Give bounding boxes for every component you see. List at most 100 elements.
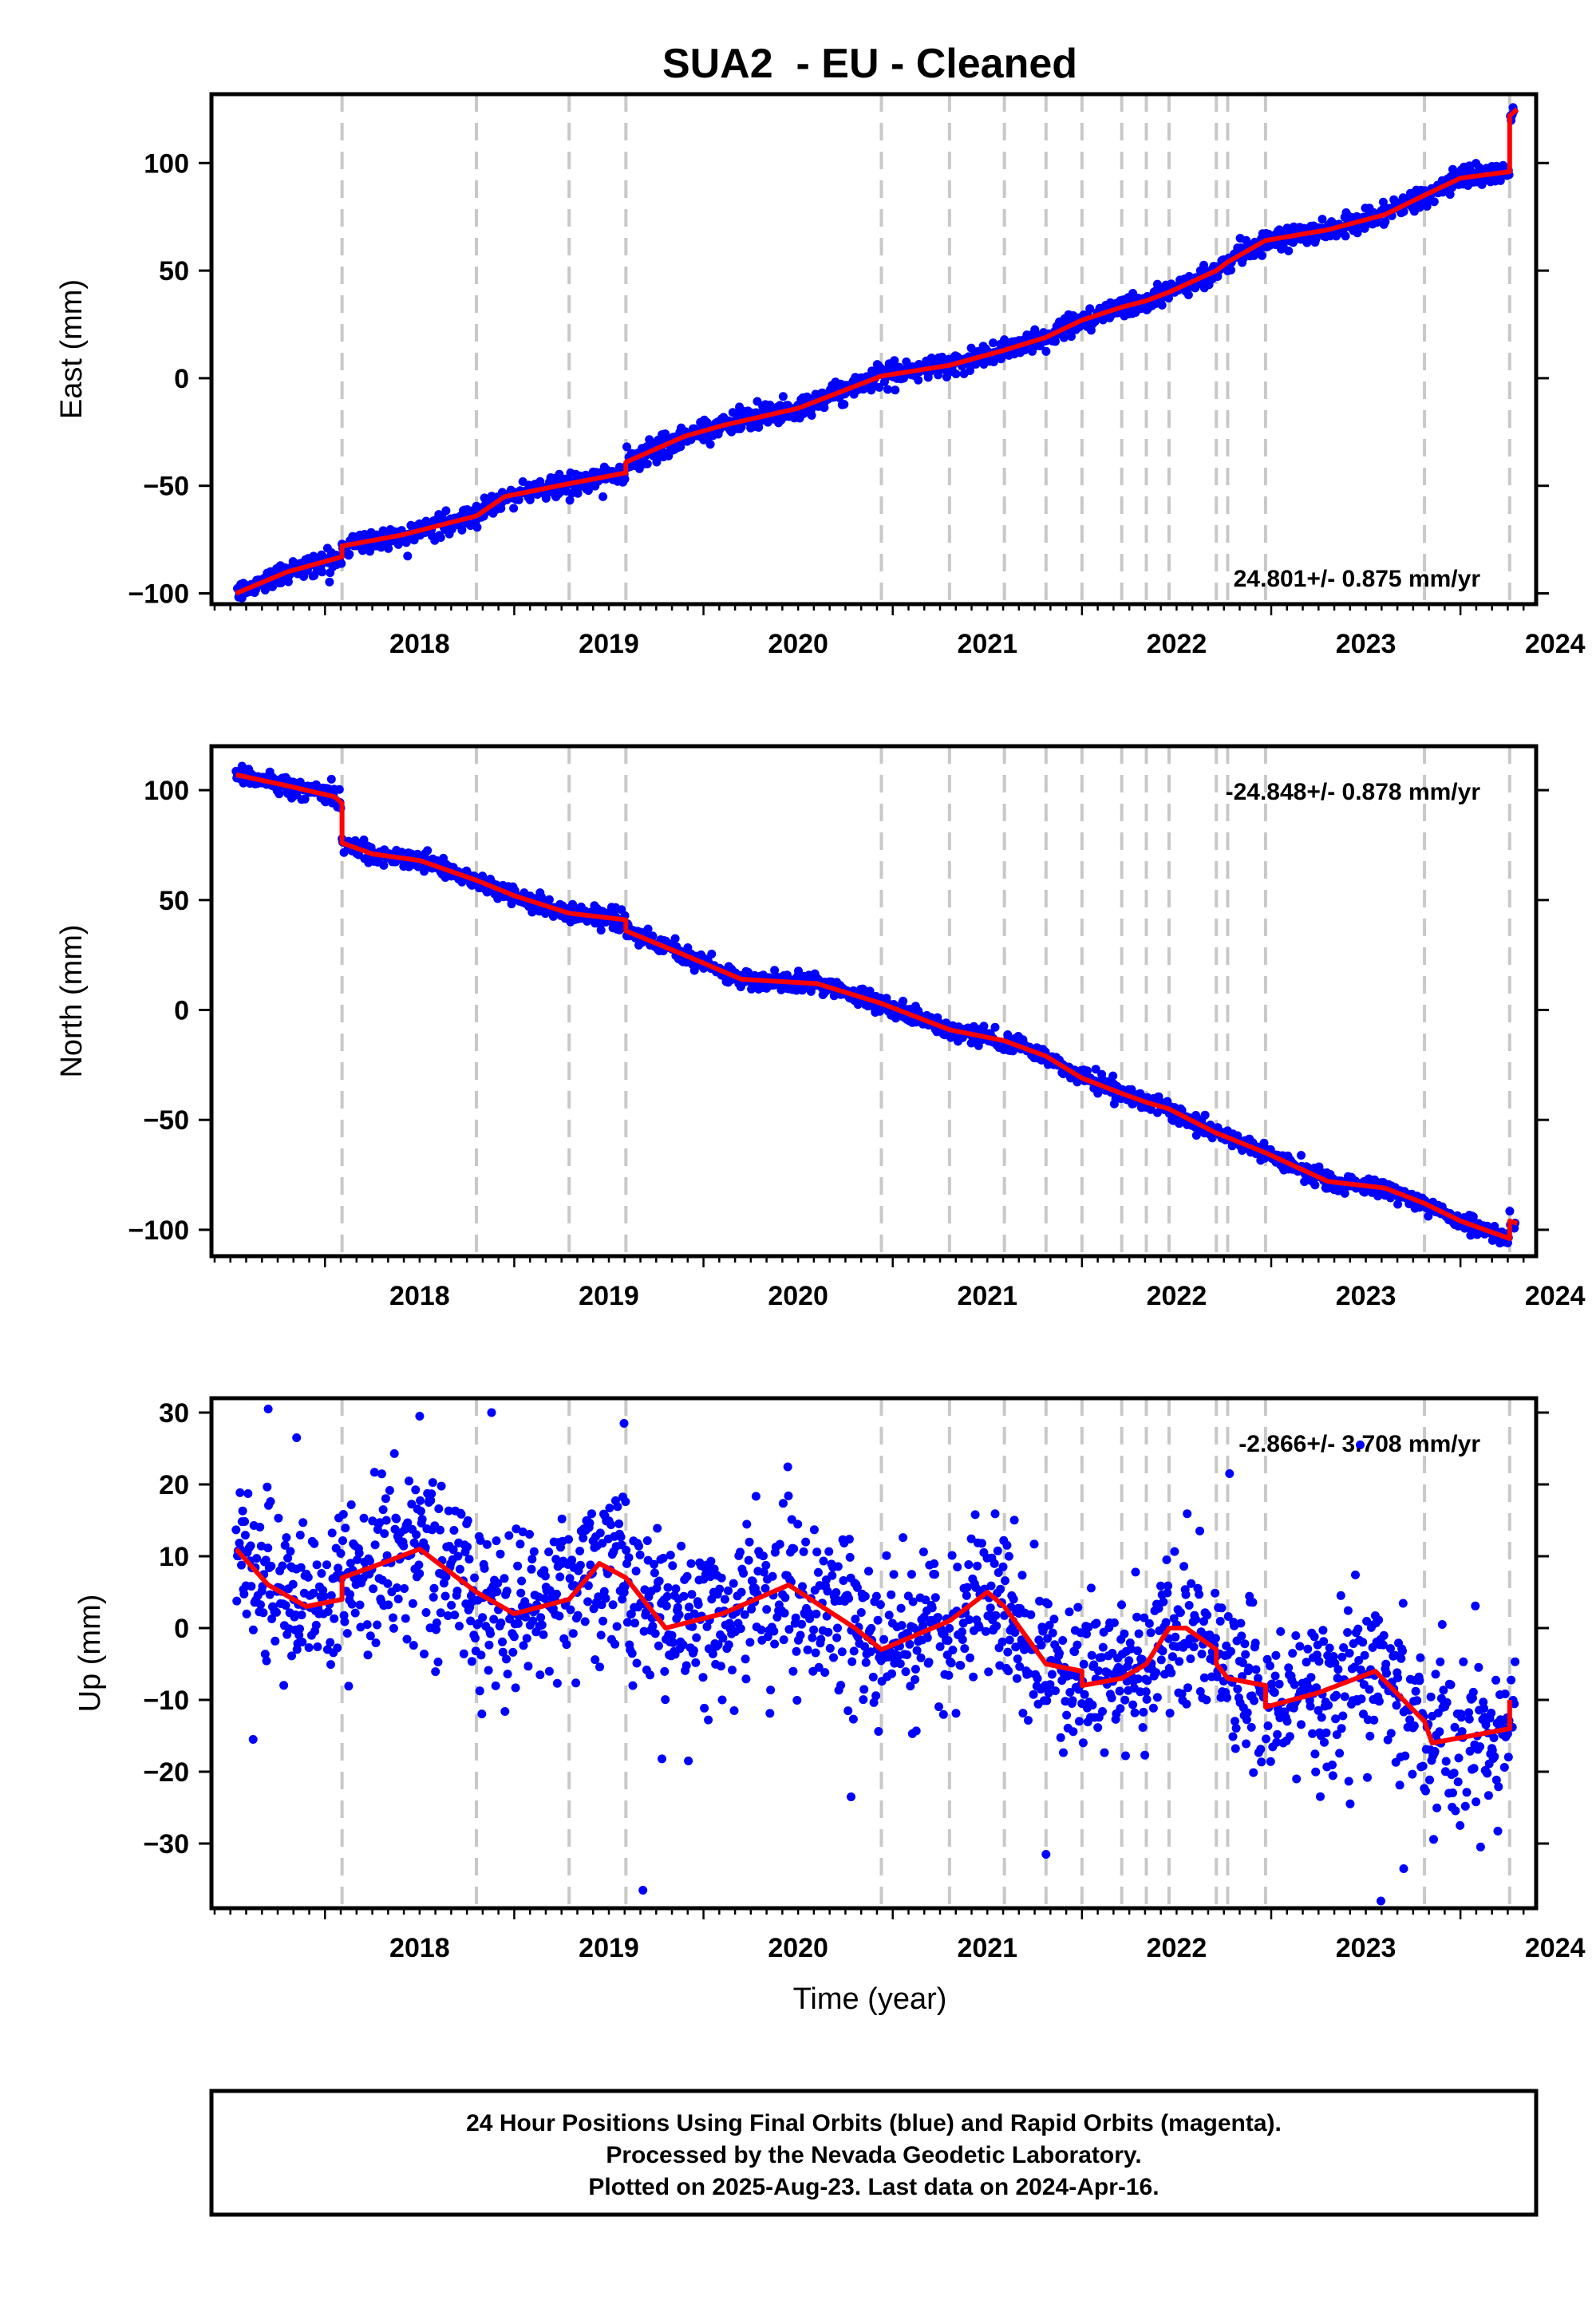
data-point: [1013, 1654, 1022, 1664]
data-point: [889, 1570, 899, 1579]
data-point: [859, 985, 868, 994]
data-point: [296, 1563, 306, 1572]
data-point: [653, 1524, 662, 1533]
data-point: [760, 1583, 770, 1593]
data-point: [1179, 1562, 1189, 1571]
data-point: [318, 567, 327, 577]
data-point: [256, 1541, 266, 1551]
y-tick-label: −100: [128, 579, 189, 610]
data-point: [504, 1531, 514, 1540]
data-point: [946, 1658, 956, 1668]
data-point: [385, 1486, 394, 1495]
data-point: [977, 1539, 986, 1548]
data-point: [359, 1513, 369, 1523]
data-point: [1061, 1697, 1070, 1706]
data-point: [897, 1621, 907, 1630]
data-point: [935, 1642, 945, 1651]
data-point: [303, 1572, 313, 1582]
data-point: [566, 1605, 575, 1614]
model-line: [235, 772, 1519, 1241]
data-point: [676, 442, 685, 452]
data-point: [1175, 1657, 1184, 1666]
data-point: [867, 385, 876, 395]
data-point: [295, 1531, 305, 1539]
data-point: [272, 1607, 281, 1617]
data-point: [1003, 1647, 1013, 1657]
data-point: [587, 1509, 596, 1519]
data-point: [564, 1535, 573, 1544]
data-point: [477, 1709, 487, 1719]
data-point: [326, 1638, 335, 1647]
data-point: [583, 486, 593, 496]
data-point: [1139, 1707, 1148, 1717]
data-point: [934, 1702, 943, 1712]
data-point: [801, 1537, 811, 1547]
data-point: [240, 1531, 250, 1540]
data-point: [811, 1648, 820, 1658]
data-point: [792, 1646, 801, 1656]
data-point: [298, 1638, 307, 1646]
data-point: [557, 1514, 567, 1524]
data-point: [513, 1561, 523, 1571]
data-point: [322, 1560, 331, 1570]
data-point: [669, 1638, 678, 1647]
data-point: [417, 1515, 427, 1524]
data-point: [1024, 1669, 1033, 1678]
data-point: [1078, 1738, 1088, 1748]
data-point: [873, 1615, 883, 1625]
data-point: [751, 1492, 760, 1501]
data-point: [865, 986, 875, 996]
x-tick-label: 2021: [957, 1281, 1017, 1311]
data-point: [562, 1640, 571, 1650]
data-point: [491, 1681, 500, 1690]
data-point: [1468, 1212, 1478, 1222]
data-point: [601, 1594, 610, 1603]
data-point: [1037, 1640, 1046, 1650]
data-point: [334, 785, 344, 794]
data-point: [330, 1614, 339, 1623]
data-point: [373, 1620, 382, 1630]
data-point: [295, 1624, 304, 1634]
data-point: [1177, 1689, 1187, 1698]
data-point: [441, 1572, 451, 1582]
data-point: [369, 1584, 378, 1594]
data-point: [1191, 1614, 1200, 1624]
y-tick-label: 0: [174, 996, 189, 1026]
data-point: [1138, 1723, 1148, 1732]
data-point: [662, 1601, 671, 1611]
data-point: [812, 1547, 822, 1557]
data-point: [513, 1618, 523, 1628]
data-point: [287, 1651, 296, 1661]
data-point: [1227, 265, 1235, 275]
data-point: [283, 1553, 293, 1563]
data-point: [1211, 1588, 1220, 1598]
x-tick-label: 2024: [1525, 1281, 1586, 1311]
data-point: [444, 1506, 453, 1516]
data-point: [689, 1646, 698, 1655]
data-point: [613, 1502, 622, 1512]
y-tick-label: 50: [159, 886, 189, 916]
data-point: [1132, 1612, 1142, 1622]
data-point: [698, 1673, 708, 1682]
data-point: [312, 1560, 322, 1570]
data-point: [356, 1622, 365, 1632]
data-point: [575, 1560, 585, 1570]
data-point: [829, 1653, 838, 1662]
data-point: [1162, 1555, 1171, 1564]
data-point: [966, 1534, 976, 1543]
data-point: [599, 1587, 609, 1596]
data-point: [648, 1622, 658, 1631]
data-point: [1098, 1707, 1107, 1716]
data-point: [278, 1561, 287, 1571]
data-point: [573, 488, 583, 498]
data-point: [1001, 1576, 1009, 1586]
data-point: [552, 1589, 561, 1599]
data-point: [766, 1686, 776, 1695]
y-tick-label: 0: [174, 364, 189, 394]
data-point: [484, 1666, 493, 1675]
data-point: [261, 1555, 271, 1565]
data-point: [255, 1523, 265, 1531]
data-point: [502, 1654, 511, 1664]
